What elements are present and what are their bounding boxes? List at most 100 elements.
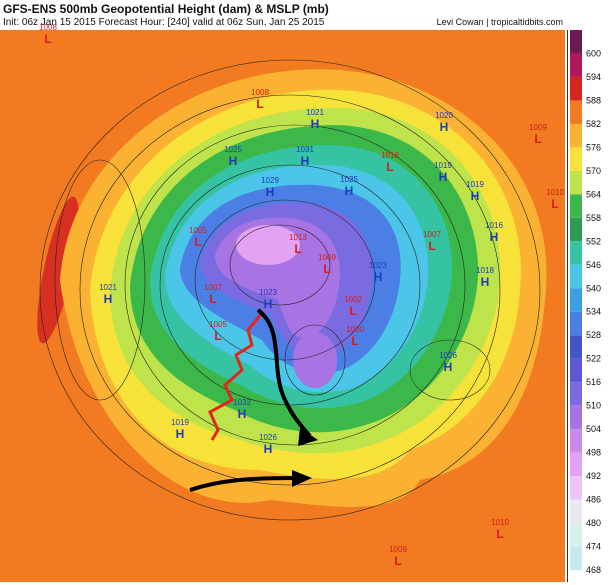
colorbar-label: 498 [586, 448, 601, 458]
center-pressure: 1008 [39, 23, 57, 32]
center-kind: H [301, 154, 310, 168]
center-kind: L [551, 197, 558, 211]
center-pressure: 1032 [233, 398, 251, 407]
center-pressure: 1018 [476, 266, 494, 275]
colorbar-label: 474 [586, 542, 601, 552]
colorbar-swatch [570, 546, 582, 570]
center-pressure: 1000 [346, 325, 364, 334]
arrow-head [292, 470, 312, 487]
colorbar-swatch [570, 335, 582, 359]
colorbar-label: 576 [586, 142, 601, 152]
colorbar-swatch [570, 264, 582, 289]
colorbar-swatch [570, 288, 582, 312]
colorbar-swatch [570, 53, 582, 77]
center-pressure: 1031 [296, 145, 314, 154]
colorbar-label: 588 [586, 95, 601, 105]
trough-axis [208, 312, 264, 441]
flow-arrow [256, 308, 312, 438]
contours [39, 59, 541, 521]
center-pressure: 1010 [491, 518, 509, 527]
center-pressure: 1008 [251, 88, 269, 97]
colorbar-swatch [570, 76, 582, 101]
center-pressure: 1009 [389, 545, 407, 554]
colorbar-swatch [570, 523, 582, 547]
center-kind: H [440, 120, 449, 134]
colorbar-swatch [570, 358, 582, 383]
colorbar-label: 504 [586, 424, 601, 434]
arrow-head [298, 428, 318, 446]
center-kind: H [264, 442, 273, 456]
center-pressure: 1016 [485, 221, 503, 230]
center-pressure: 1023 [369, 261, 387, 270]
colorbar-swatch [570, 476, 582, 500]
subtitle: Init: 06z Jan 15 2015 Forecast Hour: [24… [3, 17, 325, 28]
colorbar-label: 528 [586, 330, 601, 340]
colorbar-label: 546 [586, 260, 601, 270]
center-pressure: 1026 [259, 433, 277, 442]
center-kind: H [229, 154, 238, 168]
center-kind: H [444, 360, 453, 374]
center-kind: H [481, 275, 490, 289]
center-kind: H [104, 292, 113, 306]
center-kind: L [349, 304, 356, 318]
colorbar-label: 486 [586, 495, 601, 505]
center-kind: H [264, 297, 273, 311]
colorbar: 600 594 588 582 576 570 564 558 552 546 540 534 528 5… [570, 30, 601, 575]
center-pressure: 1002 [344, 295, 362, 304]
title: GFS-ENS 500mb Geopotential Height (dam) … [3, 2, 329, 16]
colorbar-label: 600 [586, 48, 601, 58]
center-pressure: 1007 [423, 230, 441, 239]
center-kind: L [294, 242, 301, 256]
colorbar-label: 534 [586, 307, 601, 317]
center-pressure: 1025 [340, 175, 358, 184]
center-kind: H [439, 170, 448, 184]
colorbar-swatch [570, 405, 582, 430]
colorbar-swatch [570, 194, 582, 218]
colorbar-label: 540 [586, 283, 601, 293]
colorbar-label: 570 [586, 166, 601, 176]
center-kind: H [471, 189, 480, 203]
center-kind: L [351, 334, 358, 348]
colorbar-swatch [570, 241, 582, 265]
center-pressure: 1029 [261, 176, 279, 185]
colorbar-swatch [570, 147, 582, 171]
center-pressure: 1023 [259, 288, 277, 297]
center-kind: H [176, 427, 185, 441]
center-kind: L [386, 160, 393, 174]
colorbar-label: 552 [586, 236, 601, 246]
colorbar-swatch [570, 382, 582, 406]
frame [567, 30, 568, 582]
center-kind: L [323, 262, 330, 276]
center-kind: L [534, 132, 541, 146]
colorbar-swatch [570, 452, 582, 477]
colorbar-label: 492 [586, 471, 601, 481]
center-pressure: 1010 [546, 188, 564, 197]
center-pressure: 1005 [189, 226, 207, 235]
colorbar-swatch [570, 30, 582, 54]
center-kind: H [266, 185, 275, 199]
colorbar-swatch [570, 311, 582, 336]
colorbar-label: 582 [586, 119, 601, 129]
colorbar-swatch [570, 123, 582, 148]
center-kind: L [44, 32, 51, 46]
center-kind: H [345, 184, 354, 198]
center-kind: L [209, 292, 216, 306]
colorbar-swatch [570, 429, 582, 453]
height-field [37, 69, 547, 507]
center-pressure: 1019 [434, 161, 452, 170]
center-pressure: 1025 [224, 145, 242, 154]
center-pressure: 1009 [529, 123, 547, 132]
center-kind: L [496, 527, 503, 541]
flow-arrow [189, 476, 296, 492]
center-kind: L [394, 554, 401, 568]
center-pressure: 1020 [435, 111, 453, 120]
center-kind: H [311, 117, 320, 131]
center-pressure: 1021 [306, 108, 324, 117]
center-pressure: 1005 [209, 320, 227, 329]
center-pressure: 1026 [439, 351, 457, 360]
center-kind: L [194, 235, 201, 249]
colorbar-swatch [570, 170, 582, 195]
colorbar-swatch [570, 217, 582, 242]
